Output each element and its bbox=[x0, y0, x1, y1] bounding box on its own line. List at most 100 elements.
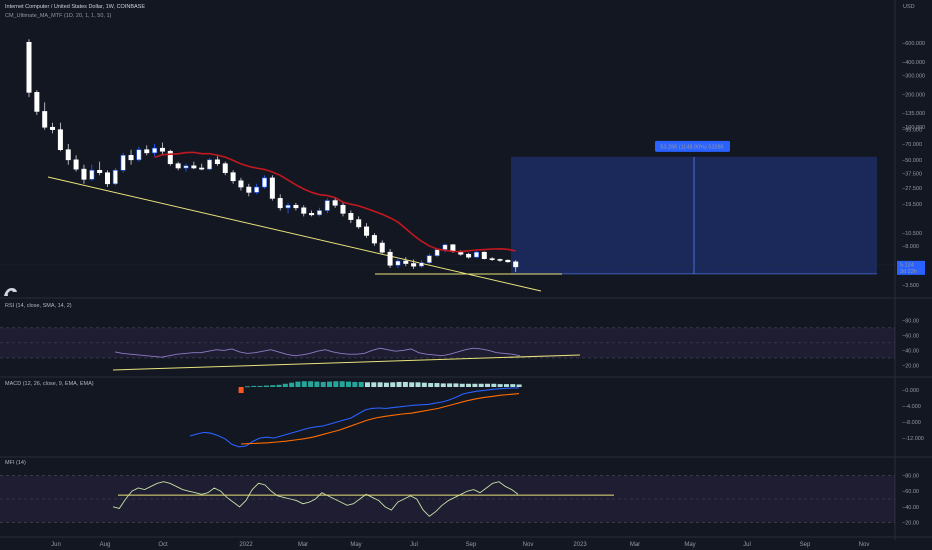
macd-histogram-bar bbox=[270, 385, 276, 387]
price-tick-label: −200.000 bbox=[902, 93, 925, 99]
candle-body bbox=[481, 251, 487, 259]
candle-body bbox=[222, 163, 228, 174]
macd-histogram-bar bbox=[320, 381, 326, 387]
price-axis-unit: USD bbox=[903, 4, 915, 10]
time-tick-label: 2022 bbox=[239, 542, 253, 548]
macd-tick-label: −-4.000 bbox=[902, 404, 921, 410]
candle-body bbox=[309, 213, 315, 216]
macd-tick-label: −-8.000 bbox=[902, 420, 921, 426]
candle-body bbox=[261, 177, 267, 188]
candle-body bbox=[324, 200, 330, 211]
rsi-line bbox=[114, 347, 521, 358]
candle-body bbox=[316, 210, 322, 216]
candle-body bbox=[379, 242, 385, 253]
macd-tick-label: −0.000 bbox=[902, 388, 919, 394]
macd-histogram-bar bbox=[346, 381, 352, 387]
candle-body bbox=[238, 180, 244, 188]
candle-body bbox=[97, 169, 103, 174]
price-tick-label: −100.000 bbox=[902, 125, 925, 131]
mfi-tick-label: −80.00 bbox=[902, 473, 919, 479]
time-tick-label: Sep bbox=[800, 542, 811, 548]
candle-body bbox=[73, 159, 79, 170]
macd-histogram-bar bbox=[383, 382, 389, 387]
candle-body bbox=[442, 244, 448, 250]
time-tick-label: May bbox=[350, 542, 361, 548]
candle-body bbox=[89, 169, 95, 180]
candle-body bbox=[364, 226, 370, 236]
candle-body bbox=[81, 168, 87, 180]
macd-histogram-bar bbox=[314, 381, 320, 387]
candle-body bbox=[285, 204, 291, 209]
price-tick-label: −600.000 bbox=[902, 41, 925, 47]
candle-body bbox=[207, 159, 213, 170]
macd-histogram-bar bbox=[402, 381, 408, 387]
mfi-tick-label: −20.00 bbox=[902, 521, 919, 527]
mfi-title: MFI (14) bbox=[5, 460, 26, 466]
candle-body bbox=[473, 251, 479, 258]
candle-body bbox=[505, 259, 511, 263]
mfi-tick-label: −40.00 bbox=[902, 505, 919, 511]
candle-body bbox=[144, 149, 150, 154]
candle-body bbox=[387, 251, 393, 266]
macd-histogram-bar bbox=[485, 383, 491, 387]
candle-body bbox=[403, 260, 409, 264]
candle-body bbox=[112, 169, 118, 185]
time-tick-label: Jul bbox=[743, 542, 751, 548]
macd-histogram-bar bbox=[510, 384, 516, 387]
time-tick-label: Sep bbox=[466, 542, 477, 548]
price-tick-label: −400.000 bbox=[902, 60, 925, 66]
macd-histogram-bar bbox=[327, 381, 333, 387]
macd-histogram-bar bbox=[503, 384, 509, 387]
price-tick-label: −50.000 bbox=[902, 158, 922, 164]
moving-average-line bbox=[154, 151, 516, 253]
candle-body bbox=[167, 150, 173, 165]
candle-body bbox=[356, 219, 362, 228]
last-price-badge bbox=[897, 260, 925, 275]
macd-histogram-bar bbox=[308, 381, 314, 387]
macd-histogram-bar bbox=[459, 383, 465, 387]
rsi-tick-label: −80.00 bbox=[902, 318, 919, 324]
price-tick-label: −8.000 bbox=[902, 244, 919, 250]
candle-body bbox=[65, 149, 71, 161]
candle-body bbox=[26, 41, 32, 93]
rsi-tick-label: −60.00 bbox=[902, 333, 919, 339]
macd-histogram-bar bbox=[516, 384, 522, 387]
rsi-tick-label: −40.00 bbox=[902, 348, 919, 354]
candle-body bbox=[120, 155, 126, 171]
macd-histogram-bar bbox=[497, 384, 503, 387]
price-tick-label: −37.500 bbox=[902, 171, 922, 177]
macd-histogram-bar bbox=[276, 384, 282, 387]
candle-body bbox=[466, 253, 472, 258]
price-tick-label: −19.500 bbox=[902, 202, 922, 208]
candle-body bbox=[175, 163, 181, 169]
time-tick-label: Nov bbox=[523, 542, 534, 548]
macd-histogram-bar bbox=[257, 385, 263, 387]
macd-histogram-bar bbox=[453, 383, 459, 387]
macd-histogram-bar bbox=[478, 383, 484, 387]
candle-body bbox=[230, 172, 236, 182]
macd-histogram-bar bbox=[428, 383, 434, 387]
macd-histogram-bar bbox=[295, 381, 301, 387]
symbol-title: Internet Computer / United States Dollar… bbox=[5, 4, 146, 10]
macd-histogram-bar bbox=[282, 383, 288, 387]
time-tick-label: Mar bbox=[298, 542, 308, 548]
tradingview-logo-icon bbox=[4, 288, 17, 296]
macd-histogram-bar bbox=[333, 381, 339, 387]
price-tick-label: −135.000 bbox=[902, 111, 925, 117]
price-tick-label: −70.000 bbox=[902, 142, 922, 148]
macd-histogram-bar bbox=[244, 386, 250, 388]
macd-histogram-bar bbox=[415, 382, 421, 387]
time-tick-label: Nov bbox=[859, 542, 870, 548]
macd-histogram-bar bbox=[466, 383, 472, 387]
rsi-title: RSI (14, close, SMA, 14, 2) bbox=[5, 303, 72, 309]
candle-body bbox=[136, 149, 142, 161]
falling-trendline bbox=[47, 176, 542, 292]
candle-body bbox=[434, 249, 440, 256]
last-price-label: 5.124 bbox=[900, 262, 914, 268]
macd-histogram-bar bbox=[301, 381, 307, 387]
price-tick-label: −95.000 bbox=[902, 128, 922, 134]
macd-histogram-bar bbox=[447, 383, 453, 387]
candle-body bbox=[57, 129, 63, 151]
candle-body bbox=[332, 200, 338, 206]
